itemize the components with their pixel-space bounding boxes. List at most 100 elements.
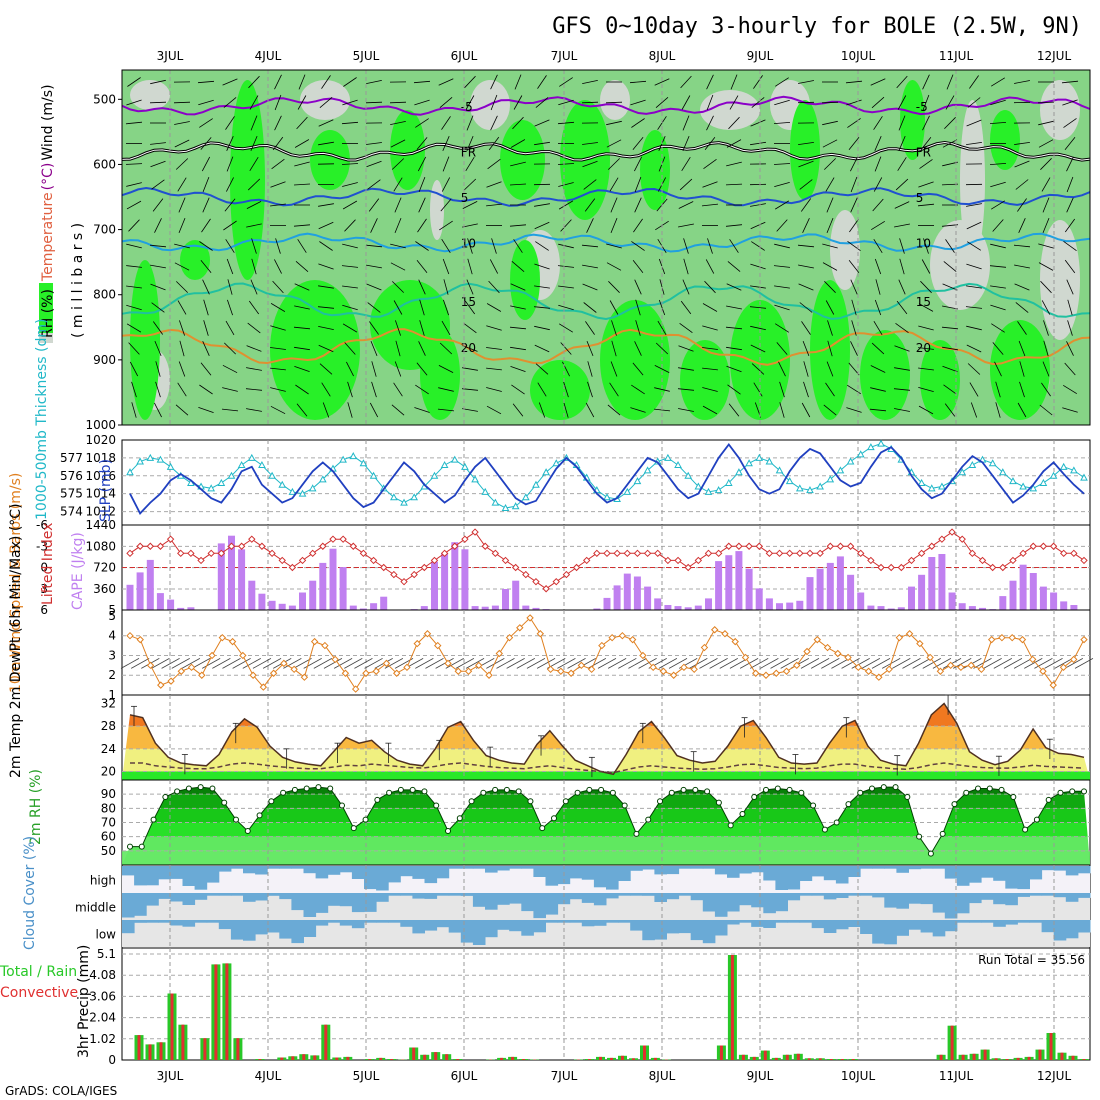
precip-conv-bar-60 xyxy=(785,1054,789,1060)
wind10-point-73 xyxy=(875,673,883,681)
cloud-bar-1-40 xyxy=(606,893,619,899)
wind10-point-10 xyxy=(228,637,237,646)
cloud-bar-1-55 xyxy=(787,893,801,901)
precip-conv-bar-74 xyxy=(939,1054,943,1060)
barb xyxy=(462,345,478,352)
barb xyxy=(128,342,140,355)
barb xyxy=(223,97,237,108)
cloud-bar-0-27 xyxy=(448,866,462,869)
wind10-barb-62 xyxy=(750,658,769,669)
barb xyxy=(654,365,670,373)
cloud-bar-1-64 xyxy=(896,893,909,909)
wind10-barb-30 xyxy=(425,658,444,669)
cape-label: CAPE (J/kg) xyxy=(70,532,86,610)
cloud-bar-0-62 xyxy=(872,866,885,869)
barb xyxy=(1037,101,1055,104)
wind10-point-88 xyxy=(1029,655,1037,664)
wind10-point-17 xyxy=(300,673,309,681)
barb xyxy=(966,325,982,331)
precip-conv-bar-57 xyxy=(752,1056,756,1060)
rh-point-56 xyxy=(786,786,793,793)
precip-conv-bar-17 xyxy=(313,1055,317,1060)
barb xyxy=(418,176,426,193)
rh-point-78 xyxy=(1045,796,1052,803)
barb xyxy=(827,320,833,336)
cloud-bar-0-33 xyxy=(521,866,534,869)
rh-label: RH (%) xyxy=(40,289,56,338)
wind10-point-8 xyxy=(208,651,216,660)
cape-bar-46 xyxy=(593,608,601,610)
wind10-point-65 xyxy=(793,661,801,670)
bottom-date-3JUL: 3JUL xyxy=(157,1069,184,1083)
contour-label-2-0: 5 xyxy=(461,191,469,205)
barb xyxy=(895,322,909,334)
cloud-bar-0-22 xyxy=(388,866,401,883)
wind10-barb-37 xyxy=(496,658,515,669)
precip-conv-bar-85 xyxy=(1060,1052,1064,1060)
li-point-59 xyxy=(725,542,733,550)
barb xyxy=(558,304,574,311)
slp-label: SLP (mb) xyxy=(98,459,114,522)
barb xyxy=(851,299,857,316)
precip-conv-bar-80 xyxy=(1005,1059,1009,1060)
cloud-bar-0-1 xyxy=(134,866,147,886)
barb xyxy=(990,99,1006,106)
wind10-barb-19 xyxy=(313,658,333,669)
barb xyxy=(870,387,886,392)
barb xyxy=(826,361,834,377)
cloud-bar-0-10 xyxy=(243,866,256,874)
barb xyxy=(293,326,311,330)
cloud-bar-0-56 xyxy=(799,866,813,881)
barb xyxy=(439,342,453,355)
barb xyxy=(274,74,282,90)
barb xyxy=(894,223,910,228)
barb xyxy=(874,156,882,172)
wind10-point-7 xyxy=(198,671,206,679)
dry-patch-11 xyxy=(1040,80,1080,140)
rh-point-48 xyxy=(692,786,699,793)
wind10-point-28 xyxy=(413,639,421,648)
cloud-bar-2-0 xyxy=(122,920,135,934)
cloud-bar-2-11 xyxy=(255,920,268,935)
barb xyxy=(609,177,619,192)
barb xyxy=(681,156,691,172)
cloud-bar-1-36 xyxy=(557,893,571,905)
barb xyxy=(848,259,860,274)
precip-conv-bar-77 xyxy=(972,1053,976,1060)
barb xyxy=(538,402,546,418)
barb xyxy=(274,259,282,274)
barb xyxy=(394,361,402,377)
barb xyxy=(151,302,165,313)
cloud-bar-1-16 xyxy=(315,893,329,913)
barb xyxy=(1066,341,1074,356)
barb xyxy=(270,387,286,392)
barb xyxy=(729,95,739,110)
precip-conv-bar-63 xyxy=(818,1058,822,1060)
thickness-point-49 xyxy=(623,487,632,495)
cape-bar-38 xyxy=(512,580,520,610)
barb xyxy=(1042,197,1050,213)
barb xyxy=(537,382,547,397)
rh-point-15 xyxy=(303,785,310,792)
moist-patch-6 xyxy=(390,110,425,190)
precip-conv-bar-23 xyxy=(379,1057,383,1060)
barb xyxy=(992,219,1004,232)
barb xyxy=(898,279,906,295)
barb xyxy=(272,136,284,151)
dry-patch-5 xyxy=(600,80,630,120)
thick-tick-577: 577 xyxy=(60,451,83,465)
wind10-point-27 xyxy=(403,663,411,672)
precip-conv-bar-65 xyxy=(840,1059,844,1060)
bottom-date-5JUL: 5JUL xyxy=(353,1069,380,1083)
barb xyxy=(370,340,378,357)
wind10-point-21 xyxy=(341,669,350,677)
contour-label-3-0: 10 xyxy=(461,237,476,251)
bottom-date-6JUL: 6JUL xyxy=(451,1069,478,1083)
wind10-barb-43 xyxy=(557,658,576,669)
wind10-barb-13 xyxy=(252,658,272,669)
barb xyxy=(605,101,623,104)
rh-point-63 xyxy=(869,785,875,792)
moist-patch-14 xyxy=(680,340,730,420)
wind10-point-57 xyxy=(711,626,719,634)
barb xyxy=(727,261,741,272)
